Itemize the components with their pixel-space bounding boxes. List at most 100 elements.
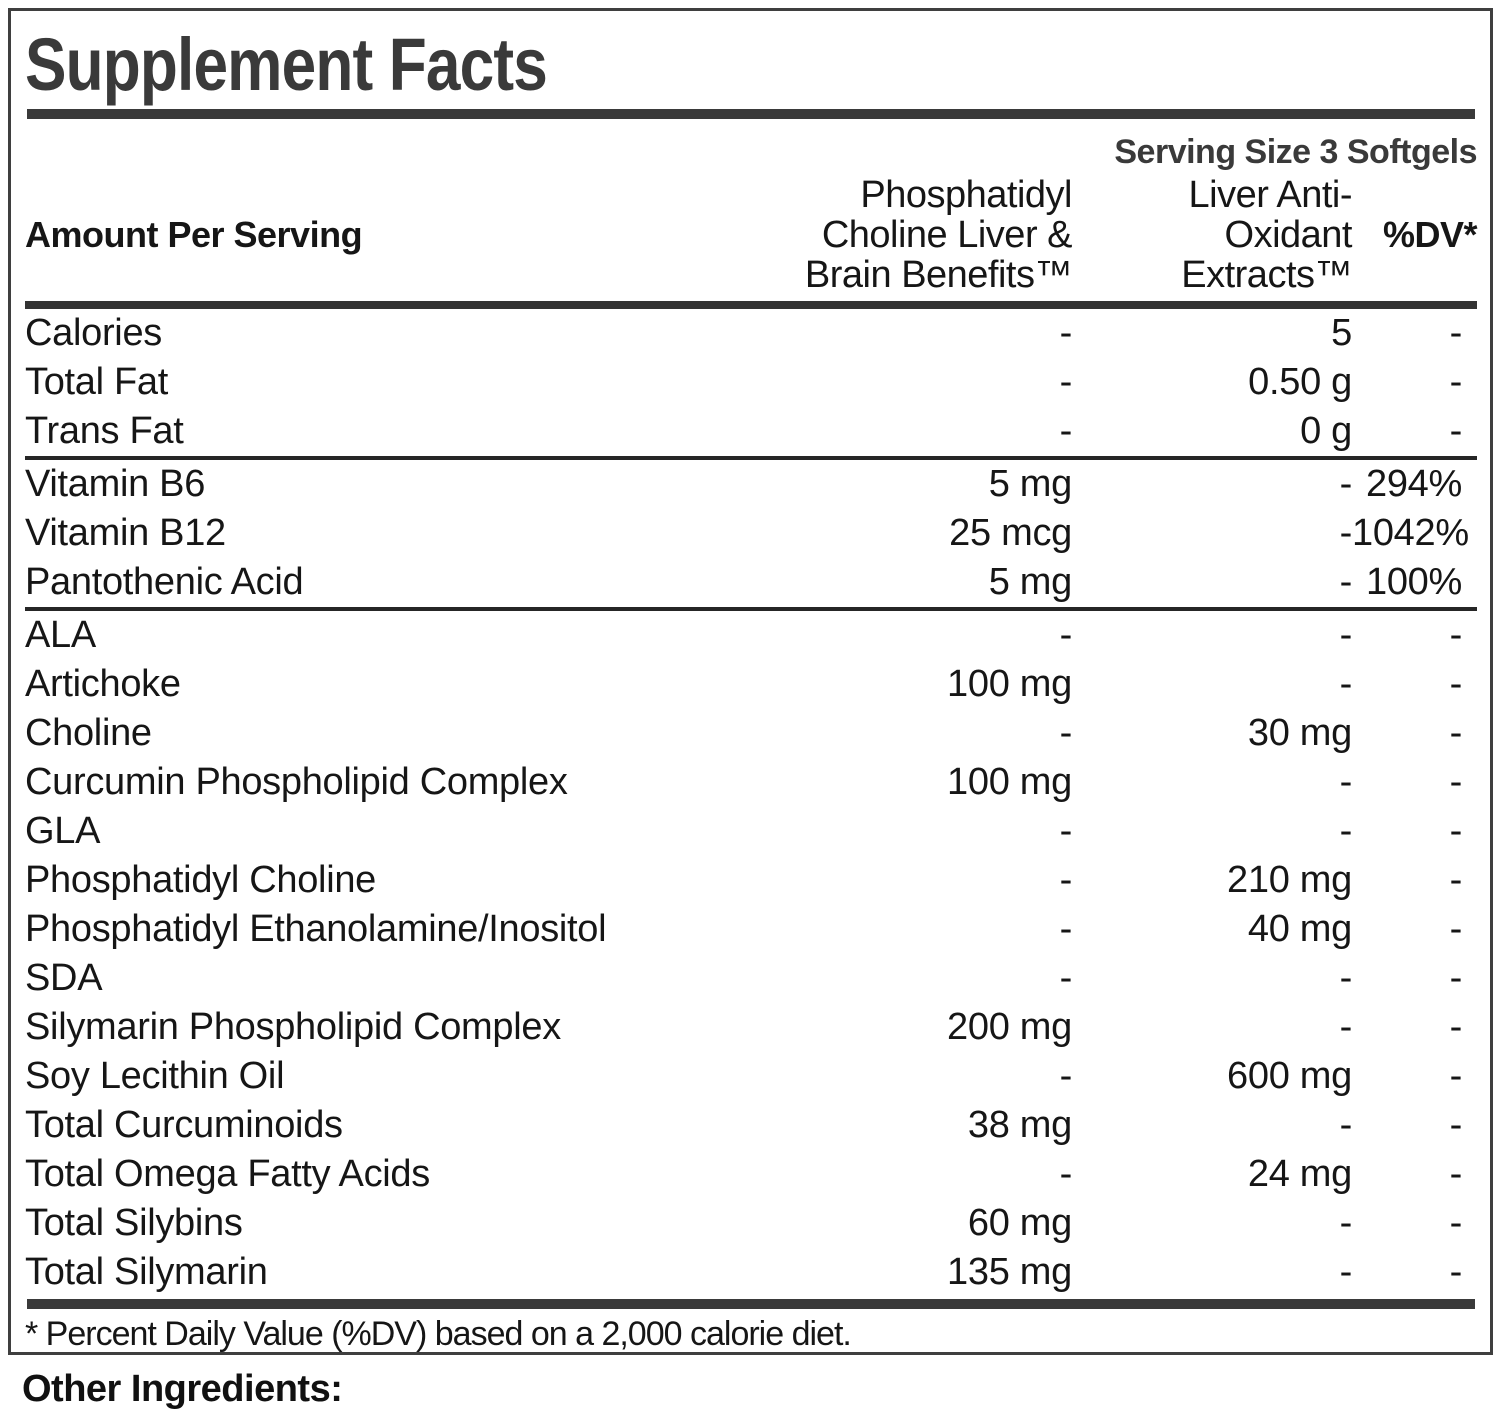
benefits-value: - bbox=[1059, 908, 1073, 950]
dv-value: - bbox=[1449, 614, 1463, 656]
nutrient-row: Total Silybins 60 mg - - bbox=[25, 1199, 1477, 1248]
extracts-value: 0.50 g bbox=[1248, 361, 1352, 403]
benefits-value: - bbox=[1059, 410, 1073, 452]
nutrient-row: Artichoke 100 mg - - bbox=[25, 660, 1477, 709]
extracts-value: - bbox=[1339, 663, 1353, 705]
dv-value: - bbox=[1449, 410, 1463, 452]
dv-value: - bbox=[1449, 312, 1463, 354]
extracts-value: - bbox=[1339, 957, 1353, 999]
dv-value: - bbox=[1449, 859, 1463, 901]
nutrient-row: Silymarin Phospholipid Complex 200 mg - … bbox=[25, 1003, 1477, 1052]
nutrient-name: Soy Lecithin Oil bbox=[25, 1055, 285, 1097]
header-rule bbox=[25, 301, 1477, 309]
nutrient-name: Vitamin B6 bbox=[25, 463, 206, 505]
extracts-value: - bbox=[1339, 810, 1353, 852]
nutrient-row: Phosphatidyl Ethanolamine/Inositol - 40 … bbox=[25, 905, 1477, 954]
nutrient-name: SDA bbox=[25, 957, 103, 999]
supplement-facts-panel: Supplement Facts Serving Size 3 Softgels… bbox=[8, 8, 1493, 1355]
nutrient-name: Curcumin Phospholipid Complex bbox=[25, 761, 568, 803]
nutrient-name: Total Omega Fatty Acids bbox=[25, 1153, 430, 1195]
dv-value: - bbox=[1449, 663, 1463, 705]
nutrient-row: Total Silymarin 135 mg - - bbox=[25, 1248, 1477, 1297]
extracts-value: - bbox=[1339, 1251, 1353, 1293]
extracts-value: - bbox=[1339, 463, 1353, 505]
dv-column-header: %DV* bbox=[1382, 214, 1478, 255]
benefits-value: - bbox=[1059, 859, 1073, 901]
benefits-value: 5 mg bbox=[988, 561, 1073, 603]
nutrient-row: Total Curcuminoids 38 mg - - bbox=[25, 1101, 1477, 1150]
extracts-value: 5 bbox=[1331, 312, 1352, 354]
benefits-value: - bbox=[1059, 614, 1073, 656]
benefits-value: 60 mg bbox=[967, 1202, 1072, 1244]
dv-value: 1042% bbox=[1352, 512, 1469, 554]
nutrient-name: GLA bbox=[25, 810, 101, 852]
nutrient-row: Curcumin Phospholipid Complex 100 mg - - bbox=[25, 758, 1477, 807]
nutrient-name: Choline bbox=[25, 712, 152, 754]
nutrient-group-blend: ALA - - - Artichoke 100 mg - - Choline -… bbox=[25, 607, 1477, 1297]
extracts-value: - bbox=[1339, 614, 1353, 656]
column-headers: Amount Per Serving Phosphatidyl Choline … bbox=[25, 174, 1478, 296]
dv-value: - bbox=[1449, 361, 1463, 403]
footnote-rule bbox=[27, 1299, 1475, 1309]
panel-title: Supplement Facts bbox=[25, 23, 548, 106]
dv-value: - bbox=[1449, 1055, 1463, 1097]
extracts-value: 0 g bbox=[1300, 410, 1352, 452]
nutrient-name: Phosphatidyl Choline bbox=[25, 859, 377, 901]
extracts-value: - bbox=[1339, 761, 1353, 803]
benefits-value: 200 mg bbox=[947, 1006, 1072, 1048]
benefits-value: 135 mg bbox=[947, 1251, 1072, 1293]
nutrient-name: Artichoke bbox=[25, 663, 181, 705]
nutrient-name: ALA bbox=[25, 614, 96, 656]
nutrient-row: GLA - - - bbox=[25, 807, 1477, 856]
nutrient-name: Total Silybins bbox=[25, 1202, 243, 1244]
nutrient-name: Calories bbox=[25, 312, 162, 354]
extracts-value: - bbox=[1339, 512, 1353, 554]
nutrient-row: Total Omega Fatty Acids - 24 mg - bbox=[25, 1150, 1477, 1199]
extracts-value: 600 mg bbox=[1227, 1055, 1352, 1097]
extracts-value: 24 mg bbox=[1247, 1153, 1352, 1195]
dv-value: - bbox=[1449, 810, 1463, 852]
benefits-value: 5 mg bbox=[988, 463, 1073, 505]
extracts-value: 30 mg bbox=[1247, 712, 1352, 754]
benefits-value: - bbox=[1059, 361, 1073, 403]
extracts-column-header: Liver Anti- Oxidant Extracts™ bbox=[1181, 174, 1352, 296]
extracts-value: 40 mg bbox=[1247, 908, 1352, 950]
dv-value: - bbox=[1449, 761, 1463, 803]
nutrient-name: Pantothenic Acid bbox=[25, 561, 304, 603]
nutrient-name: Total Silymarin bbox=[25, 1251, 268, 1293]
benefits-column-header: Phosphatidyl Choline Liver & Brain Benef… bbox=[804, 174, 1073, 296]
amount-per-serving-header: Amount Per Serving bbox=[25, 214, 363, 255]
nutrient-row: Trans Fat - 0 g - bbox=[25, 407, 1477, 456]
nutrient-name: Phosphatidyl Ethanolamine/Inositol bbox=[25, 908, 607, 950]
extracts-value: 210 mg bbox=[1227, 859, 1352, 901]
nutrient-row: Soy Lecithin Oil - 600 mg - bbox=[25, 1052, 1477, 1101]
benefits-value: - bbox=[1059, 957, 1073, 999]
nutrient-group-vitamins: Vitamin B6 5 mg - 294% Vitamin B12 25 mc… bbox=[25, 456, 1477, 607]
extracts-value: - bbox=[1339, 1006, 1353, 1048]
benefits-value: - bbox=[1059, 1153, 1073, 1195]
nutrient-row: Total Fat - 0.50 g - bbox=[25, 358, 1477, 407]
dv-value: 100% bbox=[1366, 561, 1462, 603]
benefits-value: - bbox=[1059, 1055, 1073, 1097]
dv-value: - bbox=[1449, 712, 1463, 754]
dv-value: - bbox=[1449, 1006, 1463, 1048]
benefits-value: 100 mg bbox=[947, 663, 1072, 705]
extracts-value: - bbox=[1339, 1104, 1353, 1146]
nutrient-row: Calories - 5 - bbox=[25, 309, 1477, 358]
serving-size: Serving Size 3 Softgels bbox=[1114, 133, 1477, 171]
dv-value: - bbox=[1449, 1251, 1463, 1293]
nutrient-row: Choline - 30 mg - bbox=[25, 709, 1477, 758]
nutrient-name: Trans Fat bbox=[25, 410, 184, 452]
extracts-value: - bbox=[1339, 1202, 1353, 1244]
nutrient-name: Vitamin B12 bbox=[25, 512, 226, 554]
benefits-value: - bbox=[1059, 712, 1073, 754]
nutrient-row: Phosphatidyl Choline - 210 mg - bbox=[25, 856, 1477, 905]
benefits-value: 25 mcg bbox=[949, 512, 1072, 554]
title-rule bbox=[27, 109, 1475, 119]
dv-value: 294% bbox=[1366, 463, 1462, 505]
benefits-value: 100 mg bbox=[947, 761, 1072, 803]
nutrient-name: Silymarin Phospholipid Complex bbox=[25, 1006, 561, 1048]
nutrient-name: Total Fat bbox=[25, 361, 169, 403]
dv-footnote: * Percent Daily Value (%DV) based on a 2… bbox=[25, 1315, 852, 1353]
